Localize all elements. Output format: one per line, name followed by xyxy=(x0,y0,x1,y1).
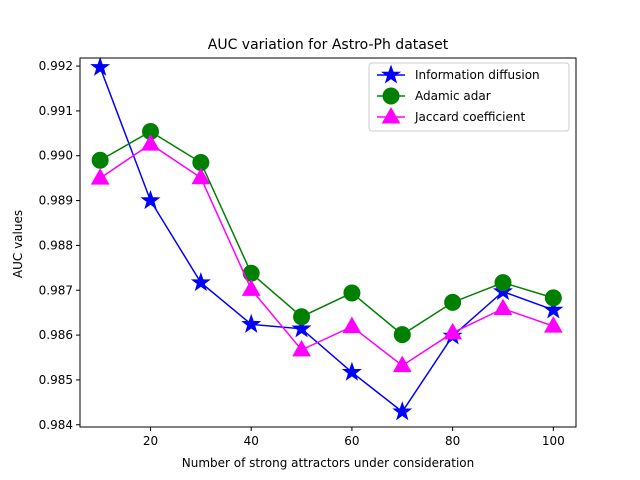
data-point-s0-1 xyxy=(140,190,161,210)
y-tick-label-0: 0.984 xyxy=(39,418,73,432)
data-point-s2-3 xyxy=(241,279,261,296)
x-tick-label-3: 80 xyxy=(445,434,460,448)
legend-entry-1: Adamic adar xyxy=(377,87,491,105)
data-point-s2-7 xyxy=(443,322,462,340)
axes: 20 40 60 80 100 0.984 0.985 0.986 0.987 0.988 0.98… xyxy=(39,57,577,448)
data-point-s1-6 xyxy=(393,326,411,344)
data-point-s0-0 xyxy=(90,56,111,76)
series-line-0 xyxy=(99,67,554,413)
y-tick-label-1: 0.985 xyxy=(39,373,73,387)
x-tick-label-0: 20 xyxy=(143,434,158,448)
data-point-s2-2 xyxy=(191,167,211,185)
legend-label-0: Information diffusion xyxy=(415,68,540,82)
legend-entry-0: Information diffusion xyxy=(377,64,540,84)
legend-label-2: Jaccard coefficient xyxy=(414,110,525,124)
data-point-s2-8 xyxy=(493,298,513,316)
data-point-s1-0 xyxy=(91,151,109,169)
chart-title: AUC variation for Astro-Ph dataset xyxy=(208,37,449,53)
x-axis-label: Number of strong attractors under consid… xyxy=(182,456,474,470)
series-1 xyxy=(91,123,562,344)
data-point-s0-3 xyxy=(241,313,262,333)
y-axis-label: AUC values xyxy=(11,210,25,278)
data-point-s2-6 xyxy=(392,355,412,373)
data-point-s1-7 xyxy=(444,293,462,311)
y-tick-label-6: 0.990 xyxy=(39,149,73,163)
data-point-s1-4 xyxy=(293,308,311,326)
series-2 xyxy=(90,134,563,373)
data-point-s0-4 xyxy=(291,318,312,338)
legend-entry-2: Jaccard coefficient xyxy=(377,106,525,124)
legend-marker-0 xyxy=(380,64,402,84)
x-tick-label-1: 40 xyxy=(244,434,259,448)
legend-frame xyxy=(368,62,570,132)
y-tick-label-3: 0.987 xyxy=(39,283,73,297)
legend: Information diffusion Adamic adar Jaccard … xyxy=(368,62,570,132)
data-point-s1-8 xyxy=(494,274,512,292)
data-point-s2-4 xyxy=(292,339,311,357)
axes-frame xyxy=(79,57,577,428)
x-tick-label-4: 100 xyxy=(542,434,565,448)
y-tick-label-2: 0.986 xyxy=(39,328,73,342)
data-point-s2-1 xyxy=(141,134,160,151)
data-point-s1-5 xyxy=(343,284,361,302)
data-point-s0-2 xyxy=(190,272,211,292)
x-tick-label-2: 60 xyxy=(344,434,359,448)
data-point-s2-0 xyxy=(90,168,110,185)
legend-marker-2 xyxy=(381,106,401,124)
data-point-s0-6 xyxy=(392,401,413,421)
data-point-s2-9 xyxy=(543,316,563,333)
y-tick-label-8: 0.992 xyxy=(39,59,73,73)
series-line-1 xyxy=(99,130,554,336)
y-tick-label-7: 0.991 xyxy=(39,104,73,118)
plot-area xyxy=(90,56,564,421)
data-point-s1-9 xyxy=(544,289,562,307)
legend-marker-1 xyxy=(382,87,400,105)
data-point-s1-3 xyxy=(242,264,260,282)
data-point-s2-5 xyxy=(342,316,362,334)
y-tick-label-5: 0.989 xyxy=(39,194,73,208)
data-point-s0-5 xyxy=(341,361,362,381)
legend-label-1: Adamic adar xyxy=(415,89,491,103)
series-line-2 xyxy=(99,143,554,367)
y-tick-label-4: 0.988 xyxy=(39,238,73,252)
data-point-s0-9 xyxy=(543,299,564,319)
